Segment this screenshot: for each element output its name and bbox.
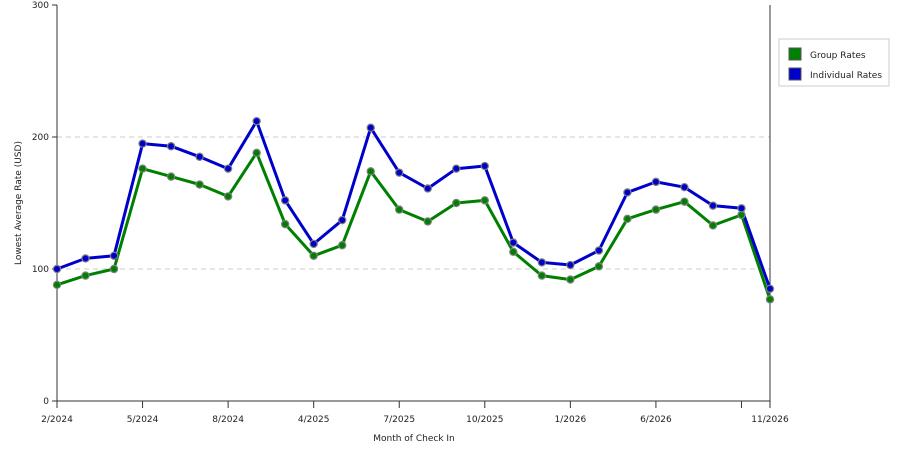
individual-rates-point <box>166 142 176 151</box>
group-rates-legend-label: Group Rates <box>810 51 866 61</box>
individual-rates-point <box>195 152 204 161</box>
individual-rates-legend-swatch <box>788 67 802 81</box>
x-tick-label: 1/2026 <box>555 415 587 425</box>
y-tick-label: 300 <box>32 1 49 11</box>
group-rates-point <box>765 295 775 304</box>
group-rates-point <box>594 262 604 271</box>
individual-rates-point <box>138 139 147 148</box>
individual-rates-point <box>252 116 261 126</box>
group-rates-line <box>56 151 772 300</box>
group-rates-point <box>423 217 432 226</box>
individual-rates-point <box>223 164 233 173</box>
x-tick-label: 4/2025 <box>298 415 330 425</box>
group-rates-point <box>166 172 176 181</box>
individual-rates-point <box>52 264 62 274</box>
individual-rates-point <box>280 196 290 205</box>
individual-rates-point <box>338 215 347 225</box>
group-rates-point <box>623 214 632 224</box>
group-rates-point <box>138 164 147 173</box>
group-rates-point <box>309 251 318 260</box>
group-rates-point <box>480 196 489 205</box>
legend: Group Rates Individual Rates <box>778 38 890 87</box>
x-tick-label: 8/2024 <box>212 415 244 425</box>
group-rates-point <box>280 219 290 229</box>
x-tick-label: 10/2025 <box>466 415 503 425</box>
group-rates-point <box>52 280 62 290</box>
individual-rates-point <box>480 161 489 171</box>
individual-rates-point <box>109 251 119 260</box>
individual-rates-point <box>623 188 632 197</box>
axes <box>56 5 771 402</box>
group-rates-point <box>566 275 575 284</box>
y-tick-label: 200 <box>32 133 49 143</box>
group-rates-point <box>537 271 547 280</box>
individual-rates-point <box>737 204 746 213</box>
individual-rates-point <box>765 284 775 293</box>
x-tick-label: 5/2024 <box>127 415 159 425</box>
individual-rates-point <box>366 123 375 132</box>
group-rates-point <box>109 264 119 274</box>
individual-rates-line <box>56 119 772 290</box>
y-tick-label: 100 <box>32 265 49 275</box>
group-rates-point <box>680 197 689 206</box>
series-points <box>52 116 775 304</box>
gridlines <box>57 136 770 270</box>
group-rates-point <box>708 221 718 230</box>
group-rates-point <box>223 192 233 201</box>
individual-rates-point <box>651 177 661 187</box>
x-axis-title: Month of Check In <box>373 434 455 444</box>
group-rates-point <box>338 241 347 250</box>
group-rates-point <box>395 205 404 214</box>
group-rates-point <box>651 205 661 214</box>
individual-rates-point <box>708 201 718 210</box>
individual-rates-point <box>537 258 547 267</box>
group-rates-point <box>366 167 375 176</box>
group-rates-point <box>452 198 461 208</box>
group-rates-point <box>252 148 261 158</box>
x-tick-label: 6/2026 <box>640 415 672 425</box>
individual-rates-point <box>680 182 689 192</box>
tick-marks: 0 100 200 300 2/2024 5/2024 8/2024 4/2025 7/2025… <box>32 1 789 425</box>
individual-rates-point <box>566 260 575 270</box>
group-rates-point <box>81 271 90 280</box>
individual-rates-point <box>81 254 90 263</box>
individual-rates-point <box>423 184 432 193</box>
group-rates-point <box>509 247 518 257</box>
individual-rates-point <box>509 238 518 247</box>
group-rates-legend-swatch <box>788 47 802 61</box>
x-tick-label: 2/2024 <box>41 415 73 425</box>
individual-rates-legend-label: Individual Rates <box>810 71 882 81</box>
y-tick-label: 0 <box>43 397 49 407</box>
x-tick-label: 7/2025 <box>383 415 415 425</box>
axis-titles: Month of Check In Lowest Average Rate (U… <box>14 141 455 444</box>
y-axis-title: Lowest Average Rate (USD) <box>14 141 24 265</box>
individual-rates-point <box>309 239 318 249</box>
x-tick-label: 11/2026 <box>751 415 789 425</box>
individual-rates-point <box>395 168 404 177</box>
group-rates-point <box>195 180 204 189</box>
individual-rates-point <box>452 164 461 173</box>
individual-rates-point <box>594 246 604 255</box>
series-lines <box>56 119 772 300</box>
